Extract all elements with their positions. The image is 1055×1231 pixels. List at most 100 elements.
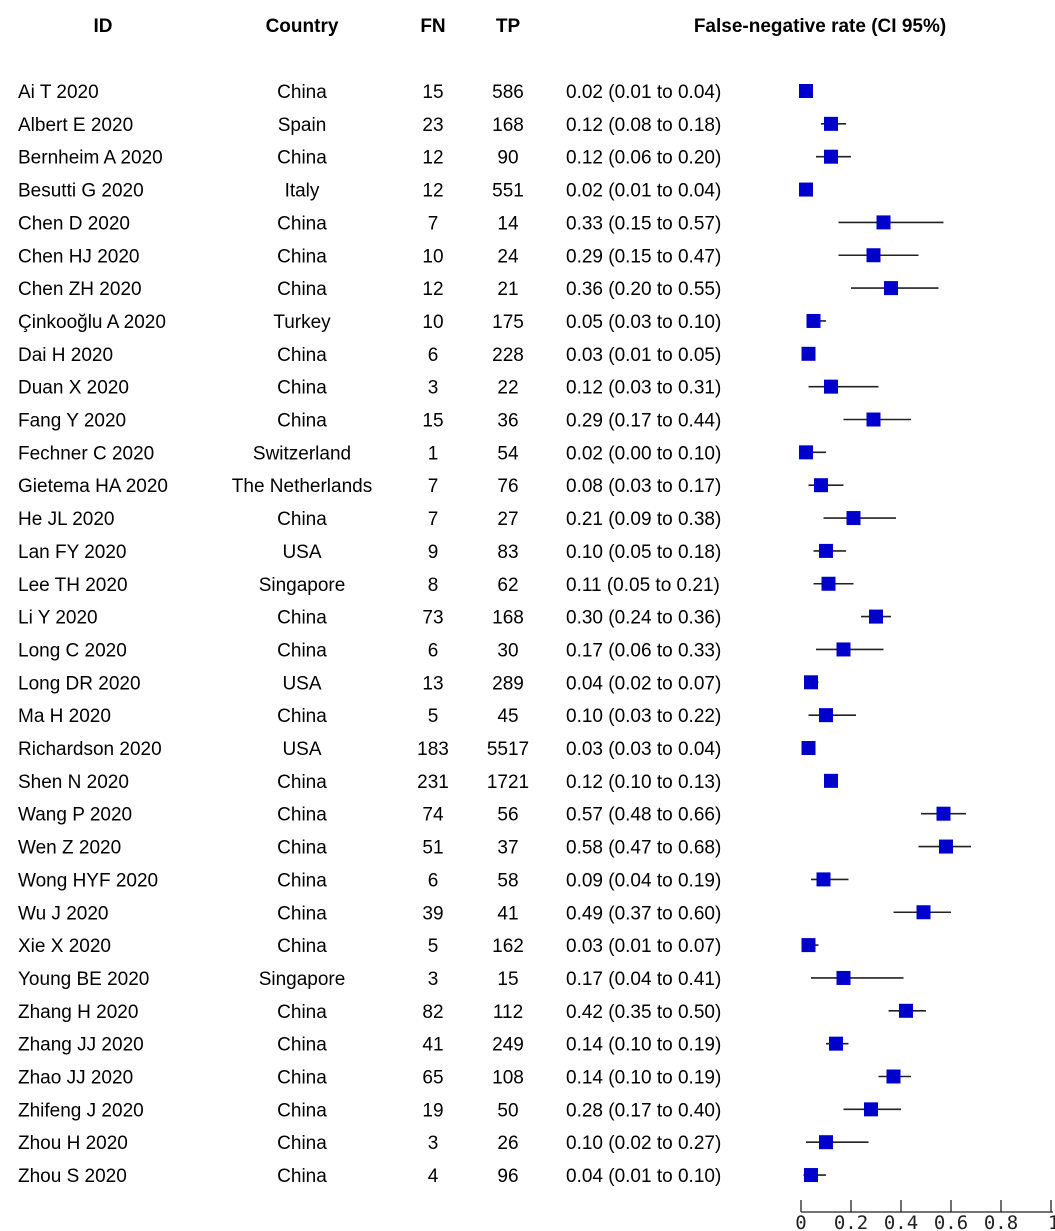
study-fn: 15: [422, 411, 443, 432]
table-row: He JL 2020 China 7 27 0.21 (0.09 to 0.38): [18, 509, 721, 530]
study-fn: 19: [422, 1100, 443, 1121]
study-tp: 108: [492, 1068, 524, 1089]
study-country: USA: [282, 739, 321, 760]
forest-row-marks: [821, 116, 846, 131]
study-rate-ci: 0.12 (0.03 to 0.31): [566, 378, 721, 399]
study-fn: 4: [428, 1166, 439, 1187]
study-rows: Ai T 2020 China 15 586 0.02 (0.01 to 0.04)Al…: [18, 82, 721, 1187]
forest-row-marks: [808, 708, 856, 723]
study-tp: 168: [492, 608, 524, 629]
point-estimate-marker: [819, 1135, 833, 1150]
study-tp: 37: [497, 838, 518, 859]
study-id: Long C 2020: [18, 640, 127, 661]
forest-row-marks: [888, 1003, 926, 1018]
point-estimate-marker: [801, 346, 816, 361]
point-estimate-marker: [799, 445, 813, 460]
study-id: Bernheim A 2020: [18, 148, 163, 169]
table-row: Chen D 2020 China 7 14 0.33 (0.15 to 0.57): [18, 213, 721, 234]
study-country: China: [277, 608, 327, 629]
point-estimate-marker: [819, 708, 833, 723]
x-axis-tick-label: 1: [1048, 1212, 1055, 1231]
table-row: Wu J 2020 China 39 41 0.49 (0.37 to 0.60): [18, 903, 721, 924]
forest-row-marks: [801, 938, 819, 953]
point-estimate-marker: [799, 182, 813, 197]
study-fn: 6: [428, 345, 439, 366]
point-estimate-marker: [846, 511, 861, 526]
forest-row-marks: [811, 970, 904, 985]
study-id: Dai H 2020: [18, 345, 113, 366]
x-axis-tick-label: 0.4: [884, 1212, 918, 1231]
study-id: Xie X 2020: [18, 936, 111, 957]
study-id: Richardson 2020: [18, 739, 162, 760]
forest-row-marks: [843, 412, 911, 427]
forest-row-marks: [799, 182, 813, 197]
x-axis-tick-label: 0.2: [834, 1212, 868, 1231]
study-id: Long DR 2020: [18, 673, 141, 694]
study-rate-ci: 0.12 (0.06 to 0.20): [566, 148, 721, 169]
study-tp: 228: [492, 345, 524, 366]
study-country: China: [277, 1100, 327, 1121]
point-estimate-marker: [819, 543, 833, 558]
study-tp: 27: [497, 509, 518, 530]
point-estimate-marker: [939, 839, 953, 854]
table-row: Young BE 2020 Singapore 3 15 0.17 (0.04 to 0…: [18, 969, 721, 990]
study-fn: 15: [422, 82, 443, 103]
study-id: Wong HYF 2020: [18, 870, 158, 891]
point-estimate-marker: [869, 609, 883, 624]
study-id: Besutti G 2020: [18, 181, 144, 202]
study-tp: 45: [497, 706, 518, 727]
point-estimate-marker: [866, 412, 881, 427]
forest-row-marks: [824, 773, 838, 788]
study-id: Fechner C 2020: [18, 443, 154, 464]
study-rate-ci: 0.17 (0.04 to 0.41): [566, 969, 721, 990]
forest-row-marks: [799, 84, 813, 98]
table-row: Xie X 2020 China 5 162 0.03 (0.01 to 0.07): [18, 936, 721, 957]
table-row: Zhifeng J 2020 China 19 50 0.28 (0.17 to 0.4…: [18, 1100, 721, 1121]
forest-row-marks: [816, 149, 851, 164]
study-tp: 14: [497, 213, 519, 234]
study-fn: 13: [422, 673, 443, 694]
study-fn: 3: [428, 969, 439, 990]
study-tp: 586: [492, 82, 524, 103]
study-country: Switzerland: [253, 443, 351, 464]
study-id: Ma H 2020: [18, 706, 111, 727]
study-fn: 7: [428, 509, 439, 530]
point-estimate-marker: [799, 84, 813, 98]
point-estimate-marker: [821, 576, 836, 591]
study-fn: 73: [422, 608, 443, 629]
header-false-negative-rate: False-negative rate (CI 95%): [694, 16, 946, 37]
study-country: Singapore: [259, 969, 346, 990]
forest-row-marks: [878, 1069, 911, 1084]
forest-row-marks: [918, 839, 971, 854]
study-tp: 24: [497, 246, 519, 267]
study-rate-ci: 0.02 (0.01 to 0.04): [566, 181, 721, 202]
study-id: Young BE 2020: [18, 969, 149, 990]
study-tp: 1721: [487, 772, 529, 793]
study-country: China: [277, 838, 327, 859]
study-tp: 22: [497, 378, 518, 399]
study-rate-ci: 0.05 (0.03 to 0.10): [566, 312, 721, 333]
study-rate-ci: 0.57 (0.48 to 0.66): [566, 805, 721, 826]
study-tp: 26: [497, 1133, 518, 1154]
table-row: Ai T 2020 China 15 586 0.02 (0.01 to 0.04): [18, 82, 721, 103]
table-row: Albert E 2020 Spain 23 168 0.12 (0.08 to 0.1…: [18, 115, 721, 136]
table-row: Long DR 2020 USA 13 289 0.04 (0.02 to 0.07): [18, 673, 721, 694]
study-id: Shen N 2020: [18, 772, 129, 793]
forest-row-marks: [813, 543, 846, 558]
table-row: Bernheim A 2020 China 12 90 0.12 (0.06 to 0.…: [18, 148, 721, 169]
forest-row-marks: [799, 445, 826, 460]
table-row: Li Y 2020 China 73 168 0.30 (0.24 to 0.36): [18, 608, 721, 629]
table-row: Fechner C 2020 Switzerland 1 54 0.02 (0.00 t…: [18, 443, 721, 464]
table-row: Wong HYF 2020 China 6 58 0.09 (0.04 to 0.19): [18, 870, 721, 891]
study-fn: 7: [428, 476, 439, 497]
study-country: China: [277, 82, 327, 103]
study-fn: 10: [422, 246, 443, 267]
study-id: Chen HJ 2020: [18, 246, 139, 267]
point-estimate-marker: [829, 1036, 843, 1051]
table-row: Fang Y 2020 China 15 36 0.29 (0.17 to 0.44): [18, 411, 721, 432]
study-id: Lee TH 2020: [18, 575, 128, 596]
header-fn: FN: [420, 16, 445, 37]
table-row: Besutti G 2020 Italy 12 551 0.02 (0.01 to 0.…: [18, 181, 721, 202]
study-rate-ci: 0.03 (0.01 to 0.07): [566, 936, 721, 957]
study-id: Duan X 2020: [18, 378, 129, 399]
